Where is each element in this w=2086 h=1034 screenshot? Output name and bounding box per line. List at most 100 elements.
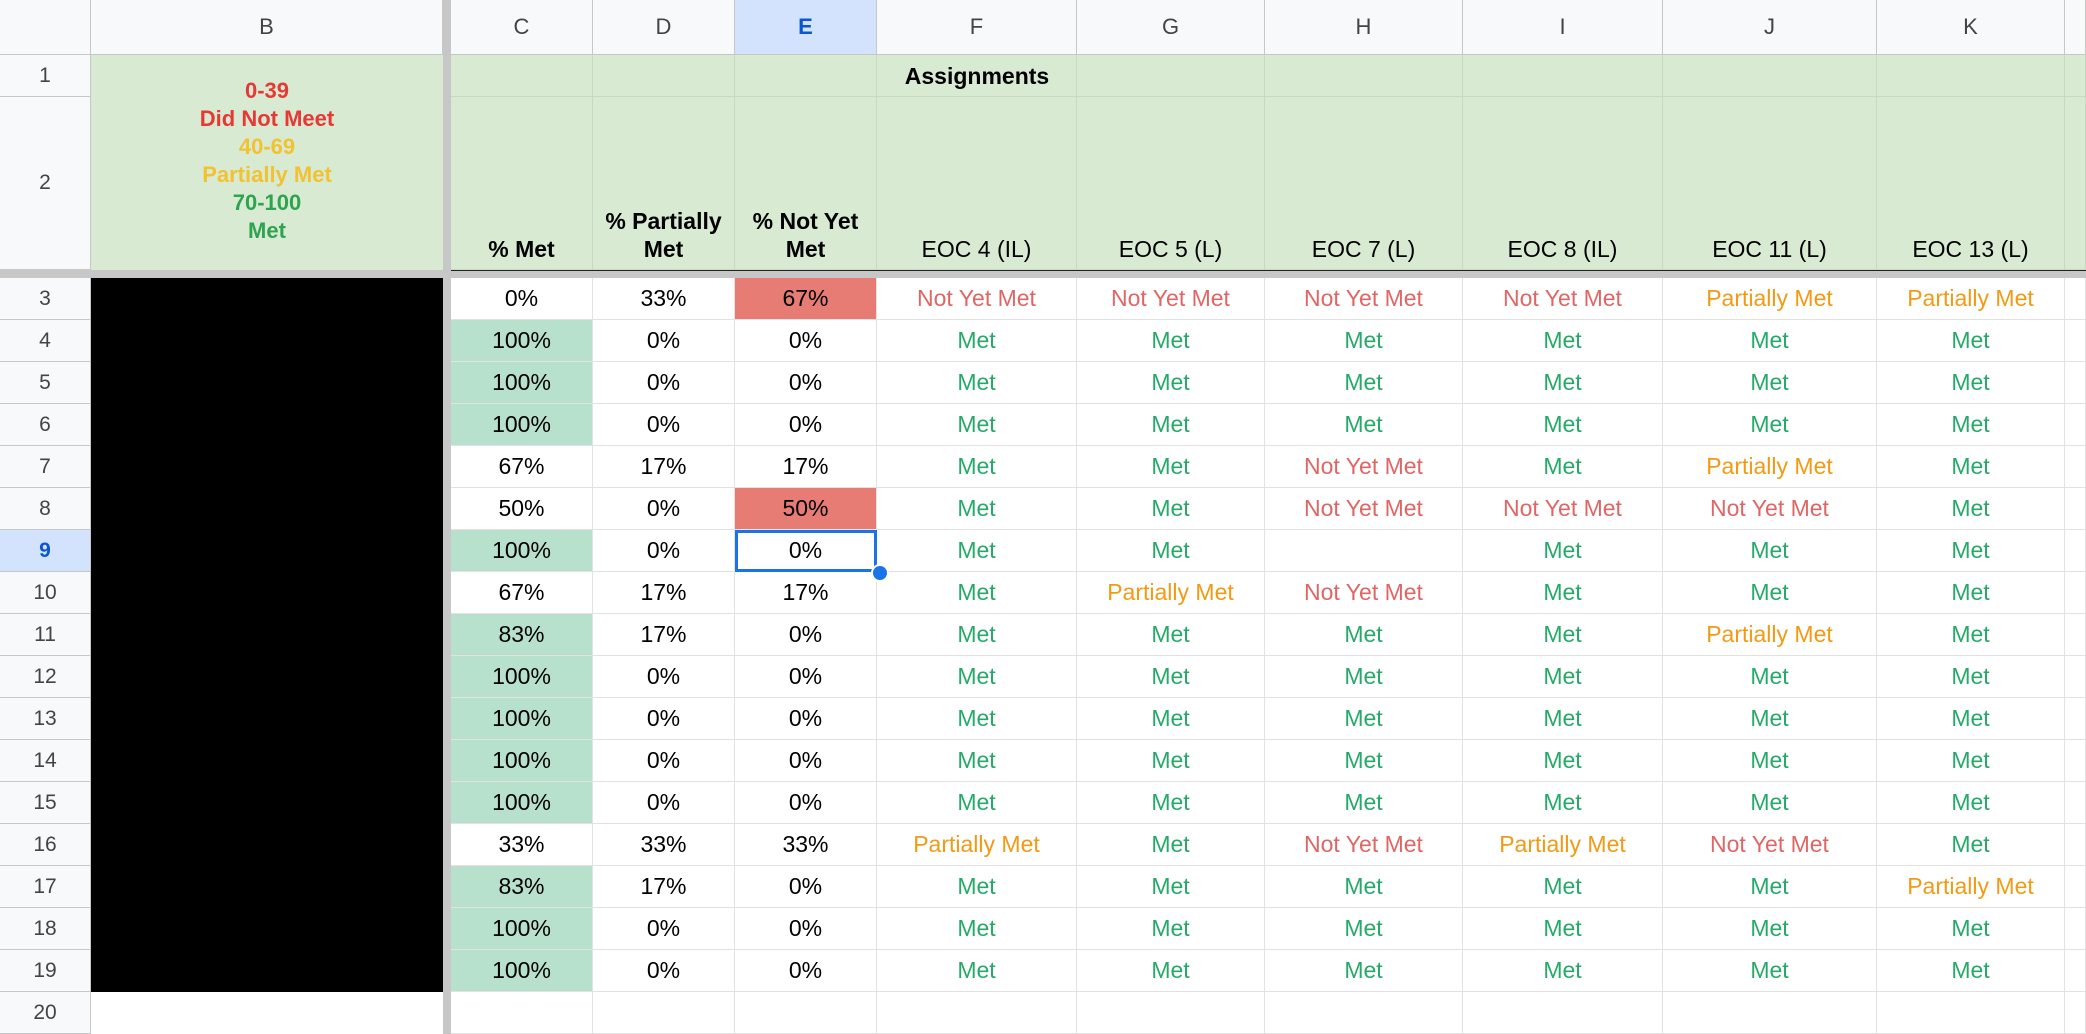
cell-filler-13[interactable] — [2065, 698, 2086, 740]
cell-h18[interactable]: Met — [1265, 908, 1463, 950]
column-header-d[interactable]: D — [593, 0, 735, 55]
column-title-i[interactable]: EOC 8 (IL) — [1463, 97, 1663, 270]
cell-f8[interactable]: Met — [877, 488, 1077, 530]
cell-e15[interactable]: 0% — [735, 782, 877, 824]
cell-filler-19[interactable] — [2065, 950, 2086, 992]
cell-f18[interactable]: Met — [877, 908, 1077, 950]
cell-c15[interactable]: 100% — [451, 782, 593, 824]
cell-i18[interactable]: Met — [1463, 908, 1663, 950]
cell-h7[interactable]: Not Yet Met — [1265, 446, 1463, 488]
row-header-19[interactable]: 19 — [0, 950, 91, 992]
cell-c17[interactable]: 83% — [451, 866, 593, 908]
cell-h10[interactable]: Not Yet Met — [1265, 572, 1463, 614]
cell-c13[interactable]: 100% — [451, 698, 593, 740]
cell-f15[interactable]: Met — [877, 782, 1077, 824]
cell-h20[interactable] — [1265, 992, 1463, 1034]
cell-filler-20[interactable] — [2065, 992, 2086, 1034]
column-title-g[interactable]: EOC 5 (L) — [1077, 97, 1265, 270]
cell-h9[interactable] — [1265, 530, 1463, 572]
cell-k3[interactable]: Partially Met — [1877, 278, 2065, 320]
cell-j3[interactable]: Partially Met — [1663, 278, 1877, 320]
cell-filler-15[interactable] — [2065, 782, 2086, 824]
cell-c5[interactable]: 100% — [451, 362, 593, 404]
frozen-row-divider[interactable] — [0, 270, 2086, 278]
cell-filler-16[interactable] — [2065, 824, 2086, 866]
cell-d17[interactable]: 17% — [593, 866, 735, 908]
cell-f13[interactable]: Met — [877, 698, 1077, 740]
row-header-7[interactable]: 7 — [0, 446, 91, 488]
cell-h8[interactable]: Not Yet Met — [1265, 488, 1463, 530]
cell-c11[interactable]: 83% — [451, 614, 593, 656]
header-row1-e[interactable] — [735, 55, 877, 97]
cell-i15[interactable]: Met — [1463, 782, 1663, 824]
cell-d20[interactable] — [593, 992, 735, 1034]
cell-g4[interactable]: Met — [1077, 320, 1265, 362]
column-header-j[interactable]: J — [1663, 0, 1877, 55]
row-header-18[interactable]: 18 — [0, 908, 91, 950]
row-header-8[interactable]: 8 — [0, 488, 91, 530]
cell-filler-4[interactable] — [2065, 320, 2086, 362]
cell-k9[interactable]: Met — [1877, 530, 2065, 572]
column-title-c[interactable]: % Met — [451, 97, 593, 270]
cell-filler-12[interactable] — [2065, 656, 2086, 698]
column-title-e[interactable]: % Not Yet Met — [735, 97, 877, 270]
header-row1-f[interactable]: Assignments — [877, 55, 1077, 97]
cell-filler-7[interactable] — [2065, 446, 2086, 488]
cell-h3[interactable]: Not Yet Met — [1265, 278, 1463, 320]
cell-d8[interactable]: 0% — [593, 488, 735, 530]
cell-e13[interactable]: 0% — [735, 698, 877, 740]
cell-i13[interactable]: Met — [1463, 698, 1663, 740]
cell-d15[interactable]: 0% — [593, 782, 735, 824]
cell-h12[interactable]: Met — [1265, 656, 1463, 698]
row-header-14[interactable]: 14 — [0, 740, 91, 782]
cell-filler-3[interactable] — [2065, 278, 2086, 320]
cell-g13[interactable]: Met — [1077, 698, 1265, 740]
cell-e3[interactable]: 67% — [735, 278, 877, 320]
column-header-e[interactable]: E — [735, 0, 877, 55]
cell-g8[interactable]: Met — [1077, 488, 1265, 530]
cell-g10[interactable]: Partially Met — [1077, 572, 1265, 614]
cell-h14[interactable]: Met — [1265, 740, 1463, 782]
cell-g18[interactable]: Met — [1077, 908, 1265, 950]
cell-e9[interactable]: 0% — [735, 530, 877, 572]
cell-h6[interactable]: Met — [1265, 404, 1463, 446]
cell-i8[interactable]: Not Yet Met — [1463, 488, 1663, 530]
frozen-column-divider[interactable] — [443, 0, 451, 1034]
cell-j17[interactable]: Met — [1663, 866, 1877, 908]
cell-d18[interactable]: 0% — [593, 908, 735, 950]
cell-g5[interactable]: Met — [1077, 362, 1265, 404]
cell-i3[interactable]: Not Yet Met — [1463, 278, 1663, 320]
cell-d13[interactable]: 0% — [593, 698, 735, 740]
cell-k18[interactable]: Met — [1877, 908, 2065, 950]
cell-i16[interactable]: Partially Met — [1463, 824, 1663, 866]
cell-d9[interactable]: 0% — [593, 530, 735, 572]
cell-j19[interactable]: Met — [1663, 950, 1877, 992]
cell-i9[interactable]: Met — [1463, 530, 1663, 572]
select-all-corner[interactable] — [0, 0, 91, 55]
cell-g7[interactable]: Met — [1077, 446, 1265, 488]
cell-filler-17[interactable] — [2065, 866, 2086, 908]
cell-k13[interactable]: Met — [1877, 698, 2065, 740]
cell-e12[interactable]: 0% — [735, 656, 877, 698]
cell-d7[interactable]: 17% — [593, 446, 735, 488]
cell-j13[interactable]: Met — [1663, 698, 1877, 740]
cell-d3[interactable]: 33% — [593, 278, 735, 320]
column-header-g[interactable]: G — [1077, 0, 1265, 55]
cell-g9[interactable]: Met — [1077, 530, 1265, 572]
cell-i19[interactable]: Met — [1463, 950, 1663, 992]
cell-e6[interactable]: 0% — [735, 404, 877, 446]
cell-f4[interactable]: Met — [877, 320, 1077, 362]
cell-e8[interactable]: 50% — [735, 488, 877, 530]
cell-k14[interactable]: Met — [1877, 740, 2065, 782]
cell-c7[interactable]: 67% — [451, 446, 593, 488]
column-header-h[interactable]: H — [1265, 0, 1463, 55]
row-header-2[interactable]: 2 — [0, 97, 91, 270]
cell-k19[interactable]: Met — [1877, 950, 2065, 992]
cell-g16[interactable]: Met — [1077, 824, 1265, 866]
cell-c9[interactable]: 100% — [451, 530, 593, 572]
cell-k15[interactable]: Met — [1877, 782, 2065, 824]
cell-filler-9[interactable] — [2065, 530, 2086, 572]
cell-h19[interactable]: Met — [1265, 950, 1463, 992]
cell-filler-8[interactable] — [2065, 488, 2086, 530]
cell-i4[interactable]: Met — [1463, 320, 1663, 362]
